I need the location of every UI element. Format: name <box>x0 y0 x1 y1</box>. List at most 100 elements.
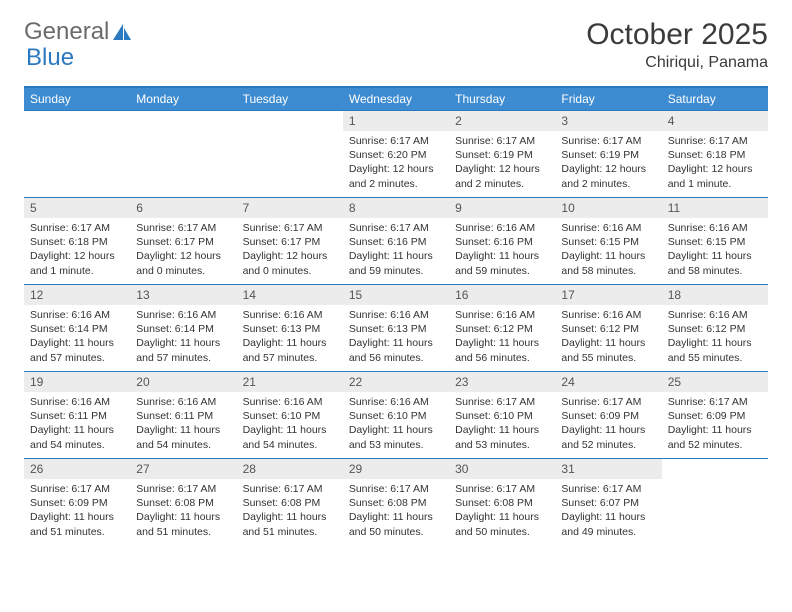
day-number: 21 <box>237 372 343 392</box>
day-number: 6 <box>130 198 236 218</box>
daylight-line: Daylight: 12 hours and 2 minutes. <box>349 162 443 190</box>
daylight-line: Daylight: 11 hours and 56 minutes. <box>455 336 549 364</box>
daylight-line: Daylight: 12 hours and 1 minute. <box>668 162 762 190</box>
sunrise-line: Sunrise: 6:16 AM <box>349 308 443 322</box>
sunset-line: Sunset: 6:11 PM <box>30 409 124 423</box>
day-number: 19 <box>24 372 130 392</box>
daylight-line: Daylight: 11 hours and 51 minutes. <box>136 510 230 538</box>
day-number: 28 <box>237 459 343 479</box>
day-number: 1 <box>343 111 449 131</box>
sunrise-line: Sunrise: 6:17 AM <box>243 221 337 235</box>
day-details: Sunrise: 6:17 AMSunset: 6:17 PMDaylight:… <box>237 218 343 282</box>
logo-sail-icon <box>111 22 133 42</box>
sunset-line: Sunset: 6:18 PM <box>668 148 762 162</box>
day-cell: 14Sunrise: 6:16 AMSunset: 6:13 PMDayligh… <box>237 285 343 372</box>
day-details: Sunrise: 6:16 AMSunset: 6:13 PMDaylight:… <box>237 305 343 369</box>
calendar-head: Sunday Monday Tuesday Wednesday Thursday… <box>24 87 768 111</box>
daylight-line: Daylight: 11 hours and 54 minutes. <box>136 423 230 451</box>
sunset-line: Sunset: 6:14 PM <box>136 322 230 336</box>
day-details: Sunrise: 6:16 AMSunset: 6:11 PMDaylight:… <box>130 392 236 456</box>
day-cell: 28Sunrise: 6:17 AMSunset: 6:08 PMDayligh… <box>237 459 343 546</box>
day-cell: 20Sunrise: 6:16 AMSunset: 6:11 PMDayligh… <box>130 372 236 459</box>
day-cell <box>662 459 768 546</box>
day-cell: 16Sunrise: 6:16 AMSunset: 6:12 PMDayligh… <box>449 285 555 372</box>
day-details: Sunrise: 6:16 AMSunset: 6:14 PMDaylight:… <box>24 305 130 369</box>
day-number <box>662 459 768 465</box>
day-details: Sunrise: 6:17 AMSunset: 6:08 PMDaylight:… <box>343 479 449 543</box>
day-number <box>24 111 130 117</box>
sunrise-line: Sunrise: 6:17 AM <box>349 482 443 496</box>
col-tuesday: Tuesday <box>237 87 343 111</box>
sunset-line: Sunset: 6:08 PM <box>349 496 443 510</box>
day-cell: 4 Sunrise: 6:17 AMSunset: 6:18 PMDaylight… <box>662 111 768 198</box>
day-details: Sunrise: 6:16 AMSunset: 6:12 PMDaylight:… <box>449 305 555 369</box>
day-number: 22 <box>343 372 449 392</box>
daylight-line: Daylight: 12 hours and 1 minute. <box>30 249 124 277</box>
sunset-line: Sunset: 6:11 PM <box>136 409 230 423</box>
sunrise-line: Sunrise: 6:17 AM <box>561 134 655 148</box>
day-number: 5 <box>24 198 130 218</box>
day-details: Sunrise: 6:17 AMSunset: 6:17 PMDaylight:… <box>130 218 236 282</box>
day-details: Sunrise: 6:16 AMSunset: 6:14 PMDaylight:… <box>130 305 236 369</box>
day-cell: 17Sunrise: 6:16 AMSunset: 6:12 PMDayligh… <box>555 285 661 372</box>
day-cell: 7Sunrise: 6:17 AMSunset: 6:17 PMDaylight… <box>237 198 343 285</box>
day-number <box>237 111 343 117</box>
sunrise-line: Sunrise: 6:16 AM <box>243 308 337 322</box>
sunrise-line: Sunrise: 6:16 AM <box>668 221 762 235</box>
day-cell: 8Sunrise: 6:17 AMSunset: 6:16 PMDaylight… <box>343 198 449 285</box>
calendar-body: 1Sunrise: 6:17 AMSunset: 6:20 PMDaylight… <box>24 111 768 546</box>
sunrise-line: Sunrise: 6:17 AM <box>30 482 124 496</box>
day-number: 14 <box>237 285 343 305</box>
sunset-line: Sunset: 6:17 PM <box>136 235 230 249</box>
daylight-line: Daylight: 11 hours and 50 minutes. <box>349 510 443 538</box>
day-details: Sunrise: 6:16 AMSunset: 6:12 PMDaylight:… <box>662 305 768 369</box>
day-cell: 21Sunrise: 6:16 AMSunset: 6:10 PMDayligh… <box>237 372 343 459</box>
day-cell: 27Sunrise: 6:17 AMSunset: 6:08 PMDayligh… <box>130 459 236 546</box>
daylight-line: Daylight: 11 hours and 58 minutes. <box>561 249 655 277</box>
daylight-line: Daylight: 11 hours and 51 minutes. <box>30 510 124 538</box>
daylight-line: Daylight: 12 hours and 2 minutes. <box>561 162 655 190</box>
daylight-line: Daylight: 11 hours and 59 minutes. <box>455 249 549 277</box>
day-number: 9 <box>449 198 555 218</box>
sunset-line: Sunset: 6:10 PM <box>455 409 549 423</box>
day-cell: 31Sunrise: 6:17 AMSunset: 6:07 PMDayligh… <box>555 459 661 546</box>
week-row: 12Sunrise: 6:16 AMSunset: 6:14 PMDayligh… <box>24 285 768 372</box>
sunset-line: Sunset: 6:15 PM <box>668 235 762 249</box>
day-cell: 9Sunrise: 6:16 AMSunset: 6:16 PMDaylight… <box>449 198 555 285</box>
sunrise-line: Sunrise: 6:17 AM <box>455 395 549 409</box>
day-cell: 29Sunrise: 6:17 AMSunset: 6:08 PMDayligh… <box>343 459 449 546</box>
daylight-line: Daylight: 11 hours and 55 minutes. <box>561 336 655 364</box>
sunrise-line: Sunrise: 6:16 AM <box>30 308 124 322</box>
day-number: 13 <box>130 285 236 305</box>
calendar-page: General October 2025 Chiriqui, Panama Bl… <box>0 0 792 563</box>
sunrise-line: Sunrise: 6:17 AM <box>243 482 337 496</box>
sunrise-line: Sunrise: 6:17 AM <box>349 134 443 148</box>
sunset-line: Sunset: 6:08 PM <box>243 496 337 510</box>
sunrise-line: Sunrise: 6:16 AM <box>455 221 549 235</box>
day-details: Sunrise: 6:16 AMSunset: 6:12 PMDaylight:… <box>555 305 661 369</box>
location: Chiriqui, Panama <box>586 54 768 72</box>
day-cell: 2Sunrise: 6:17 AMSunset: 6:19 PMDaylight… <box>449 111 555 198</box>
day-number: 11 <box>662 198 768 218</box>
day-cell: 3Sunrise: 6:17 AMSunset: 6:19 PMDaylight… <box>555 111 661 198</box>
day-number: 4 <box>662 111 768 131</box>
sunset-line: Sunset: 6:20 PM <box>349 148 443 162</box>
day-details: Sunrise: 6:17 AMSunset: 6:09 PMDaylight:… <box>24 479 130 543</box>
day-cell <box>237 111 343 198</box>
daylight-line: Daylight: 11 hours and 50 minutes. <box>455 510 549 538</box>
day-cell: 12Sunrise: 6:16 AMSunset: 6:14 PMDayligh… <box>24 285 130 372</box>
col-saturday: Saturday <box>662 87 768 111</box>
daylight-line: Daylight: 11 hours and 52 minutes. <box>668 423 762 451</box>
day-cell: 22Sunrise: 6:16 AMSunset: 6:10 PMDayligh… <box>343 372 449 459</box>
sunset-line: Sunset: 6:10 PM <box>349 409 443 423</box>
day-number: 26 <box>24 459 130 479</box>
sunrise-line: Sunrise: 6:17 AM <box>455 482 549 496</box>
sunrise-line: Sunrise: 6:17 AM <box>455 134 549 148</box>
logo: General <box>24 18 135 46</box>
sunset-line: Sunset: 6:07 PM <box>561 496 655 510</box>
col-sunday: Sunday <box>24 87 130 111</box>
day-number: 18 <box>662 285 768 305</box>
sunrise-line: Sunrise: 6:17 AM <box>668 134 762 148</box>
daylight-line: Daylight: 11 hours and 58 minutes. <box>668 249 762 277</box>
day-number: 8 <box>343 198 449 218</box>
